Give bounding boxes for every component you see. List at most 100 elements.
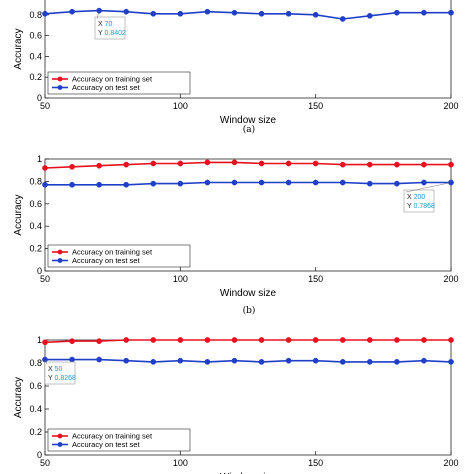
datatip-y: Y 0.7868: [407, 203, 435, 210]
data-point: [69, 8, 75, 15]
data-point: [394, 359, 400, 365]
y-tick-label: 1: [37, 154, 42, 164]
data-point: [312, 160, 319, 167]
legend-box: [47, 244, 191, 268]
data-point: [421, 337, 427, 343]
series-line: [44, 9, 451, 20]
data-point: [150, 337, 157, 343]
data-point: [123, 357, 130, 364]
panel-caption: (a): [243, 124, 255, 135]
data-point: [231, 357, 238, 364]
series-line: [45, 358, 452, 363]
y-tick-label: 0.2: [29, 72, 42, 82]
data-point: [231, 179, 238, 186]
data-point: [42, 10, 48, 17]
data-point: [285, 357, 292, 364]
data-point: [123, 181, 130, 188]
data-point: [204, 159, 211, 166]
datatip-pointer: [405, 182, 452, 193]
legend-entry: Accuracy on test set: [72, 256, 140, 265]
series-test: [42, 356, 454, 365]
data-point: [96, 162, 102, 169]
data-point: [204, 179, 211, 186]
data-point: [421, 161, 427, 168]
datatip-x: X 70: [98, 21, 113, 28]
data-point: [177, 160, 184, 167]
data-point: [69, 181, 75, 188]
series-test: [42, 7, 454, 22]
data-point: [285, 160, 292, 167]
data-point: [312, 11, 319, 18]
data-point: [421, 357, 427, 364]
data-point: [150, 359, 157, 365]
data-point: [366, 161, 373, 168]
series-line: [44, 339, 451, 344]
series-training: [42, 337, 454, 346]
x-tick-label: 100: [173, 101, 188, 111]
y-tick-label: 0.2: [29, 427, 42, 437]
data-point: [42, 339, 48, 346]
data-point: [42, 165, 48, 171]
data-point: [258, 160, 265, 167]
data-point: [42, 181, 48, 188]
x-tick-label: 100: [173, 274, 188, 284]
data-point: [123, 161, 130, 168]
data-point: [448, 9, 454, 16]
legend-box: [47, 428, 191, 452]
data-point: [177, 357, 184, 364]
data-point: [366, 180, 373, 187]
y-tick-label: 1: [37, 335, 42, 345]
data-point: [339, 359, 346, 365]
data-point: [150, 180, 157, 187]
x-tick-label: 200: [443, 101, 458, 111]
legend-swatch-marker: [57, 249, 63, 255]
y-tick-label: 0.6: [29, 381, 42, 391]
chart-panel: 00.20.40.60.8150100150200AccuracyWindow …: [13, 335, 459, 474]
y-tick-label: 0.6: [29, 31, 42, 41]
data-point: [421, 179, 427, 186]
legend-swatch-marker: [57, 85, 63, 90]
x-axis-label: Window size: [220, 115, 277, 126]
datatip-box: [403, 189, 435, 213]
legend-swatch-marker: [57, 76, 63, 82]
data-point: [366, 12, 373, 19]
legend-swatch-marker: [57, 433, 63, 439]
legend-entry: Accuracy on test set: [72, 83, 140, 92]
y-tick-label: 0.6: [29, 199, 42, 209]
data-point: [69, 356, 75, 363]
data-point: [177, 10, 184, 17]
y-axis-label: Accuracy: [13, 28, 24, 69]
data-point: [69, 338, 75, 344]
axes-box: [44, 0, 452, 99]
data-point: [204, 337, 211, 343]
datatip-pointer: [96, 10, 100, 20]
legend-entry: Accuracy on training set: [72, 248, 153, 257]
x-axis-label: Window size: [220, 288, 277, 299]
data-point: [231, 159, 238, 166]
data-point: [285, 179, 292, 186]
data-point: [204, 8, 211, 15]
data-point: [394, 337, 400, 343]
datatip-box: [94, 16, 126, 40]
panel-caption: (b): [243, 305, 256, 316]
series-training: [42, 159, 454, 171]
data-point: [366, 337, 373, 343]
data-point: [258, 10, 265, 17]
datatip-box: [44, 361, 76, 385]
x-tick-label: 200: [443, 274, 458, 284]
data-point: [339, 179, 346, 186]
data-point: [231, 337, 238, 343]
data-point: [204, 359, 211, 365]
data-point: [123, 8, 130, 15]
data-point: [448, 161, 454, 168]
x-tick-label: 150: [308, 458, 323, 468]
data-point: [96, 338, 102, 344]
y-axis-label: Accuracy: [13, 194, 24, 235]
datatip-y: Y 0.8268: [48, 375, 76, 382]
data-point: [421, 9, 427, 16]
y-tick-label: 0.4: [29, 221, 42, 231]
